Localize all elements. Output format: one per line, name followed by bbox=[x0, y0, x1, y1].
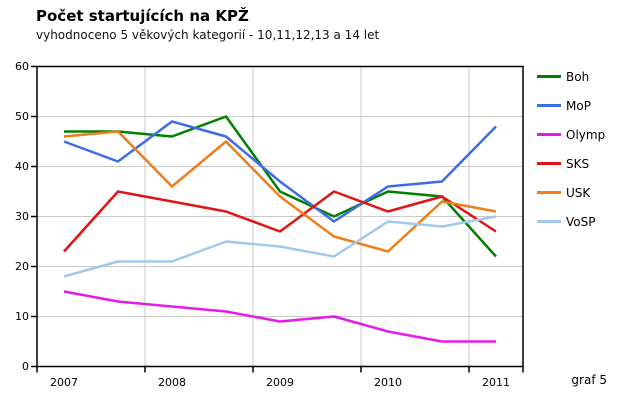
x-axis-label-2010: 2010 bbox=[374, 376, 402, 389]
series-line-Olymp bbox=[63, 290, 496, 343]
chart-legend: Boh MoP Olymp SKS USK VoSP bbox=[537, 70, 617, 244]
legend-item-VoSP: VoSP bbox=[537, 214, 617, 229]
legend-swatch-USK bbox=[537, 191, 561, 194]
x-axis-label-2007: 2007 bbox=[50, 376, 78, 389]
legend-swatch-Boh bbox=[537, 75, 561, 78]
series-line-Boh bbox=[64, 115, 497, 258]
legend-swatch-Olymp bbox=[537, 133, 561, 136]
chart-subtitle: vyhodnoceno 5 věkových kategorií - 10,11… bbox=[36, 28, 380, 42]
x-axis-label-2009: 2009 bbox=[266, 376, 294, 389]
legend-label-Boh: Boh bbox=[566, 69, 590, 84]
legend-swatch-MoP bbox=[537, 104, 561, 107]
y-axis-label-0: 0 bbox=[22, 360, 29, 373]
y-axis-label-20: 20 bbox=[15, 260, 29, 273]
chart-title: Počet startujících na KPŽ bbox=[36, 7, 249, 25]
legend-item-USK: USK bbox=[537, 185, 617, 200]
legend-swatch-VoSP bbox=[537, 220, 561, 223]
legend-item-MoP: MoP bbox=[537, 98, 617, 113]
series-line-SKS bbox=[63, 190, 497, 253]
legend-item-SKS: SKS bbox=[537, 156, 617, 171]
x-axis-label-2011: 2011 bbox=[482, 376, 510, 389]
legend-item-Boh: Boh bbox=[537, 69, 617, 84]
series-line-USK bbox=[63, 130, 497, 253]
chart-footnote: graf 5 bbox=[571, 373, 607, 387]
y-axis-label-40: 40 bbox=[15, 160, 29, 173]
series-line-VoSP bbox=[63, 215, 497, 278]
y-axis-label-10: 10 bbox=[15, 310, 29, 323]
legend-label-VoSP: VoSP bbox=[566, 214, 596, 229]
legend-label-SKS: SKS bbox=[566, 156, 590, 171]
y-axis-label-60: 60 bbox=[15, 60, 29, 73]
legend-item-Olymp: Olymp bbox=[537, 127, 617, 142]
legend-swatch-SKS bbox=[537, 162, 561, 165]
y-axis-label-30: 30 bbox=[15, 210, 29, 223]
x-axis-label-2008: 2008 bbox=[158, 376, 186, 389]
legend-label-Olymp: Olymp bbox=[566, 127, 606, 142]
legend-label-MoP: MoP bbox=[566, 98, 591, 113]
series-line-MoP bbox=[63, 120, 497, 223]
y-axis-label-50: 50 bbox=[15, 110, 29, 123]
legend-label-USK: USK bbox=[566, 185, 591, 200]
